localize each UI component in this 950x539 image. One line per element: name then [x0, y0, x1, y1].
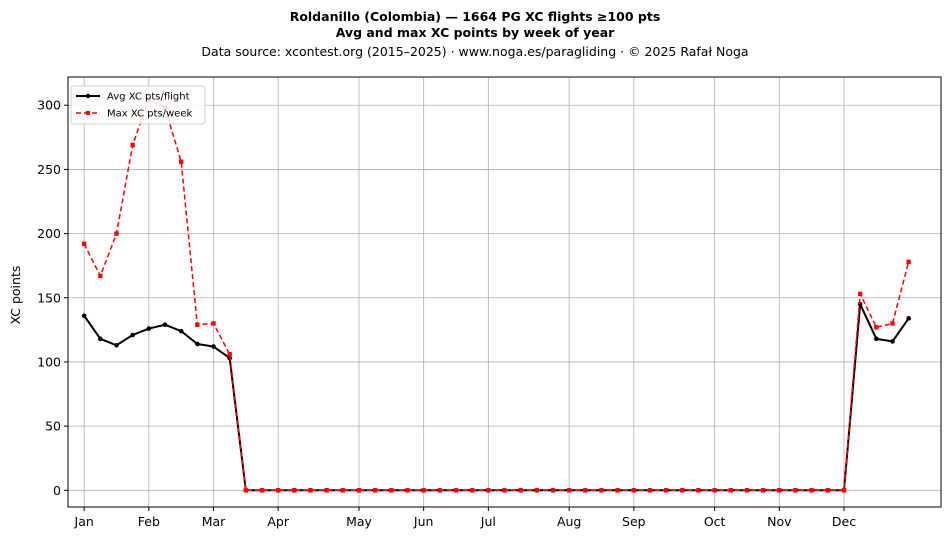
- x-tick-label: Jan: [74, 514, 94, 529]
- data-point-max: [874, 325, 879, 330]
- x-axis-ticks: Jan Feb Mar Apr May Jun Jul Aug Sep Oct Nov Dec: [74, 507, 856, 529]
- data-point-max: [534, 488, 540, 493]
- x-tick-label: May: [346, 514, 372, 529]
- data-point-max: [906, 259, 911, 265]
- y-axis-label: XC points: [8, 266, 23, 325]
- legend-label-max: Max XC pts/week: [107, 109, 192, 120]
- data-point-max: [841, 488, 847, 493]
- data-point-max: [114, 231, 119, 236]
- y-tick-label: 250: [37, 162, 61, 177]
- data-point-avg: [906, 316, 911, 321]
- y-tick-label: 100: [37, 354, 61, 369]
- data-point-max: [340, 488, 346, 493]
- legend-label-avg: Avg XC pts/flight: [107, 92, 190, 103]
- x-tick-label: Jun: [413, 514, 434, 529]
- data-point-max: [518, 488, 523, 493]
- series-line-max: [83, 98, 910, 492]
- data-point-max: [98, 273, 103, 279]
- data-point-max: [356, 488, 362, 493]
- data-point-max: [81, 241, 87, 247]
- data-point-max: [292, 488, 297, 493]
- data-point-max: [712, 488, 717, 493]
- data-point-max: [130, 142, 135, 148]
- data-point-max: [793, 488, 798, 493]
- x-tick-label: Nov: [767, 514, 792, 529]
- data-point-avg: [178, 328, 184, 334]
- data-point-max: [405, 488, 410, 493]
- data-point-avg: [130, 332, 135, 338]
- y-tick-label: 300: [37, 98, 61, 113]
- data-point-avg: [195, 341, 200, 347]
- data-point-avg: [874, 336, 879, 342]
- data-point-max: [809, 488, 814, 493]
- data-point-max: [825, 488, 831, 493]
- data-point-avg: [890, 339, 895, 344]
- chart-title-line1: Roldanillo (Colombia) — 1664 PG XC fligh…: [290, 9, 661, 24]
- data-point-max: [227, 352, 232, 357]
- data-point-max: [308, 488, 313, 493]
- legend-box: [70, 85, 206, 125]
- data-point-max: [599, 488, 604, 493]
- x-tick-label: Oct: [704, 514, 726, 529]
- data-point-max: [647, 488, 653, 493]
- x-tick-label: Aug: [557, 514, 581, 529]
- data-point-max: [777, 488, 782, 493]
- data-point-avg: [211, 344, 216, 349]
- legend: Avg XC pts/flight Max XC pts/week: [70, 85, 206, 125]
- data-point-max: [469, 488, 475, 493]
- data-point-max: [744, 488, 750, 493]
- data-point-max: [453, 488, 459, 493]
- grid-lines: [68, 77, 941, 507]
- data-point-max: [324, 488, 329, 493]
- x-tick-label: Dec: [832, 514, 856, 529]
- data-point-max: [486, 488, 491, 493]
- data-point-max: [389, 488, 394, 493]
- data-point-max: [857, 291, 863, 297]
- y-tick-label: 150: [37, 290, 61, 305]
- data-point-max: [437, 488, 443, 493]
- data-point-max: [259, 488, 265, 493]
- data-point-max: [696, 488, 701, 493]
- data-point-max: [550, 488, 556, 493]
- data-point-max: [211, 321, 216, 326]
- data-point-max: [890, 321, 895, 326]
- y-tick-label: 200: [37, 226, 61, 241]
- x-tick-label: Sep: [622, 514, 646, 529]
- y-tick-label: 50: [45, 419, 61, 434]
- chart-subtitle: Data source: xcontest.org (2015–2025) · …: [201, 44, 748, 59]
- data-point-max: [663, 488, 669, 493]
- legend-entry-avg: Avg XC pts/flight: [76, 92, 190, 103]
- data-point-max: [502, 488, 507, 493]
- data-point-max: [615, 488, 620, 493]
- data-point-max: [728, 488, 734, 493]
- x-tick-label: Apr: [267, 514, 289, 529]
- data-point-max: [566, 488, 572, 493]
- y-axis-ticks: 0 50 100 150 200 250 300: [37, 98, 68, 498]
- data-point-max: [421, 488, 426, 493]
- data-point-max: [195, 322, 200, 327]
- chart-title-line2: Avg and max XC points by week of year: [336, 25, 615, 40]
- data-point-avg: [81, 313, 87, 319]
- data-point-avg: [98, 336, 103, 342]
- x-tick-label: Mar: [202, 514, 226, 529]
- data-point-max: [178, 159, 184, 164]
- x-tick-label: Jul: [480, 514, 496, 529]
- legend-entry-max: Max XC pts/week: [76, 109, 192, 120]
- x-tick-label: Feb: [138, 514, 160, 529]
- data-point-max: [631, 488, 637, 493]
- series-line-avg: [83, 303, 910, 492]
- series-layer: [81, 96, 911, 493]
- data-point-avg: [162, 322, 168, 328]
- data-point-avg: [114, 342, 119, 348]
- plot-frame: [67, 76, 942, 508]
- data-point-max: [680, 488, 685, 493]
- data-point-max: [275, 488, 281, 493]
- y-tick-label: 0: [53, 483, 61, 498]
- data-point-max: [583, 488, 588, 493]
- data-point-max: [243, 488, 249, 493]
- data-point-max: [760, 488, 766, 493]
- data-point-max: [372, 488, 378, 493]
- data-point-avg: [146, 326, 152, 331]
